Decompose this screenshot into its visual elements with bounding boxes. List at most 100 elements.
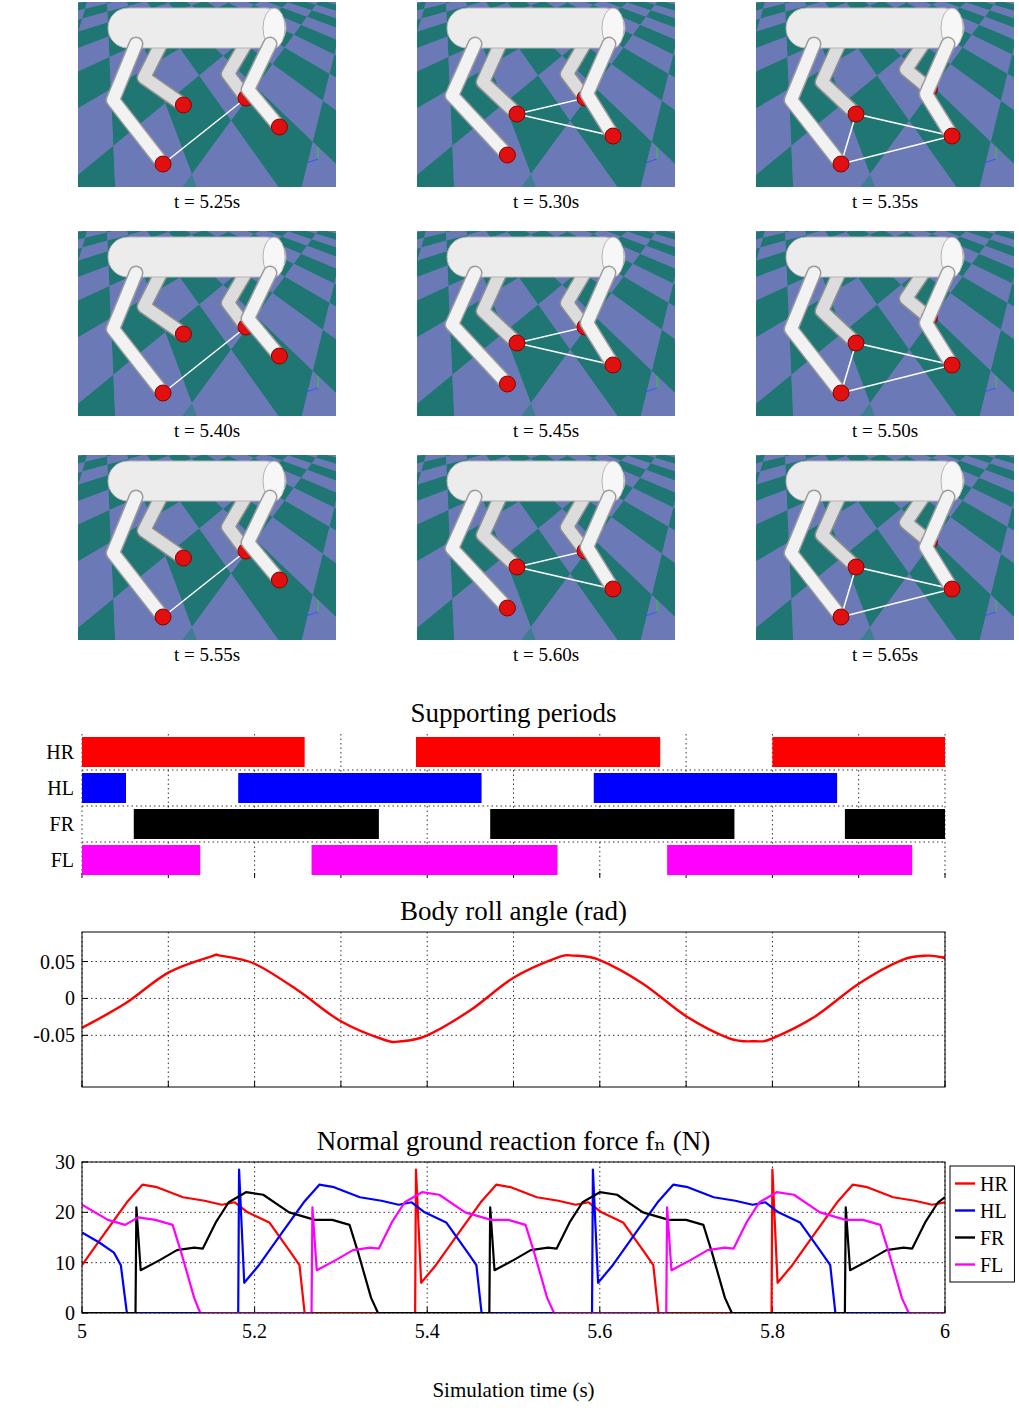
foot xyxy=(944,581,960,597)
tick-label: 0 xyxy=(65,987,75,1009)
snapshot-caption: t = 5.35s xyxy=(852,191,918,212)
leg xyxy=(248,273,279,356)
leg xyxy=(113,497,163,617)
floor-tile xyxy=(756,455,1014,640)
axis-glyph xyxy=(318,376,319,388)
snapshot-caption: t = 5.45s xyxy=(513,420,579,441)
snapshot xyxy=(417,455,675,640)
foot xyxy=(509,106,525,122)
foot xyxy=(271,348,287,364)
support-polygon xyxy=(163,551,246,617)
lines xyxy=(82,1170,945,1313)
leg xyxy=(144,40,183,105)
support-bar xyxy=(82,737,305,767)
axis-glyph xyxy=(984,388,996,392)
foot xyxy=(155,609,171,625)
floor-tile xyxy=(78,231,336,416)
floor-tile xyxy=(417,2,675,187)
axis-glyph xyxy=(645,388,657,392)
grid-line xyxy=(340,932,341,1087)
legend-label: HL xyxy=(980,1200,1007,1222)
leg xyxy=(483,493,517,567)
plot-frame xyxy=(82,1162,945,1313)
foot xyxy=(833,609,849,625)
floor-tile xyxy=(417,455,675,640)
leg-outline xyxy=(483,493,517,567)
foot xyxy=(848,106,864,122)
leg xyxy=(144,493,183,558)
leg-outline xyxy=(113,44,163,164)
axis-glyph xyxy=(984,612,996,616)
snapshot xyxy=(756,2,1014,187)
snapshot xyxy=(78,2,336,187)
grid-line xyxy=(82,1035,945,1036)
floor-tile xyxy=(417,231,675,416)
snapshot-caption: t = 5.55s xyxy=(174,644,240,665)
foot xyxy=(605,581,621,597)
floor-tile xyxy=(756,2,1014,187)
support-bar xyxy=(312,845,558,875)
grid-line xyxy=(858,932,859,1087)
axis-glyph xyxy=(306,388,318,392)
snapshot xyxy=(417,2,675,187)
leg-outline xyxy=(483,40,517,114)
tick-mark xyxy=(340,1081,341,1087)
plot-frame xyxy=(82,932,945,1087)
tick-label: 5.4 xyxy=(415,1320,440,1342)
leg-outline xyxy=(791,497,841,617)
floor-tile xyxy=(78,231,336,416)
lines xyxy=(82,954,945,1042)
leg xyxy=(248,44,279,127)
floor-tile xyxy=(417,455,675,640)
snapshot-caption: t = 5.60s xyxy=(513,644,579,665)
tick-label: -0.05 xyxy=(33,1024,75,1046)
leg-outline xyxy=(144,269,183,334)
grid-line xyxy=(82,961,945,962)
floor-tile xyxy=(78,455,336,640)
axis-glyph xyxy=(996,376,997,388)
snapshot xyxy=(756,231,1014,416)
tick-mark xyxy=(254,873,255,878)
leg-outline xyxy=(452,273,507,384)
floor-tile xyxy=(756,231,1014,416)
leg-outline xyxy=(144,493,183,558)
tick-mark xyxy=(254,1081,255,1087)
foot xyxy=(833,385,849,401)
legend-swatch xyxy=(955,1209,975,1211)
leg-outline xyxy=(113,497,163,617)
tick-mark xyxy=(945,873,946,878)
leg xyxy=(587,44,613,136)
floor-tile xyxy=(756,2,1014,187)
legend-box xyxy=(950,1166,1014,1282)
leg xyxy=(452,44,507,155)
snapshot-caption: t = 5.40s xyxy=(174,420,240,441)
support-bar xyxy=(845,809,945,839)
leg-outline xyxy=(248,44,279,127)
floor-tile xyxy=(417,231,675,416)
floor-tile xyxy=(756,455,1014,640)
tick-mark xyxy=(82,998,88,999)
leg-outline xyxy=(248,497,279,580)
tick-label: 5.6 xyxy=(587,1320,612,1342)
foot xyxy=(499,147,515,163)
axis-glyph xyxy=(645,159,657,163)
axis-glyph xyxy=(996,600,997,612)
axis-glyph xyxy=(657,147,658,159)
tick-label: 5.8 xyxy=(760,1320,785,1342)
legend-swatch xyxy=(955,1236,975,1238)
chart-title: Body roll angle (rad) xyxy=(400,896,627,926)
support-polygon xyxy=(163,327,246,393)
support-bar xyxy=(594,773,837,803)
leg-outline xyxy=(791,44,841,164)
leg-outline xyxy=(144,40,183,105)
axis-glyph xyxy=(306,612,318,616)
category-label: FL xyxy=(51,849,74,871)
leg xyxy=(926,497,952,589)
axis-glyph xyxy=(996,147,997,159)
foot xyxy=(605,357,621,373)
snapshot-caption: t = 5.25s xyxy=(174,191,240,212)
tick-label: 0 xyxy=(65,1302,75,1324)
tick-mark xyxy=(168,1081,169,1087)
snapshot xyxy=(78,455,336,640)
category-label: FR xyxy=(50,813,75,835)
